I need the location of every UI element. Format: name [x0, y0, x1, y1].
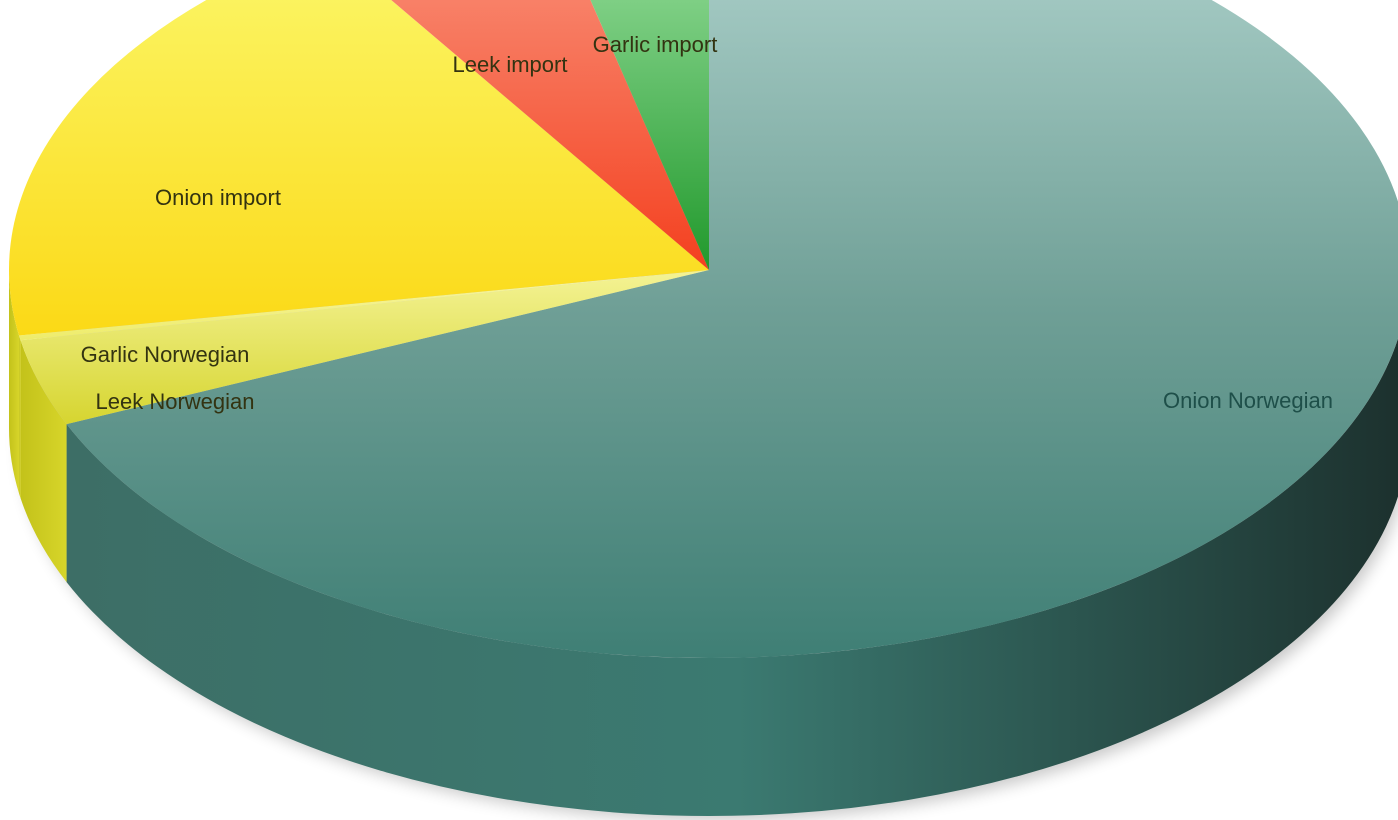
- slice-label-2: Garlic Norwegian: [81, 342, 250, 367]
- pie-side-0: [66, 338, 1398, 816]
- pie-side-3: [9, 270, 20, 494]
- pie-side-1: [20, 340, 67, 583]
- pie-slice-3: [9, 0, 709, 336]
- pie-slice-0: [66, 0, 1398, 658]
- slice-label-5: Garlic import: [593, 32, 718, 57]
- pie-top: [9, 0, 1398, 658]
- slice-label-0: Onion Norwegian: [1163, 388, 1333, 413]
- slice-label-1: Leek Norwegian: [96, 389, 255, 414]
- pie-labels: Onion Norwegian Leek Norwegian Garlic Norw…: [81, 32, 1333, 414]
- pie-side-2: [19, 335, 21, 499]
- pie-sides: [9, 270, 1398, 816]
- pie-slice-1: [20, 270, 709, 425]
- pie-slice-5: [590, 0, 709, 270]
- slice-label-3: Onion import: [155, 185, 281, 210]
- pie-slice-2: [19, 270, 710, 341]
- slice-label-4: Leek import: [453, 52, 568, 77]
- pie-slice-4: [391, 0, 709, 270]
